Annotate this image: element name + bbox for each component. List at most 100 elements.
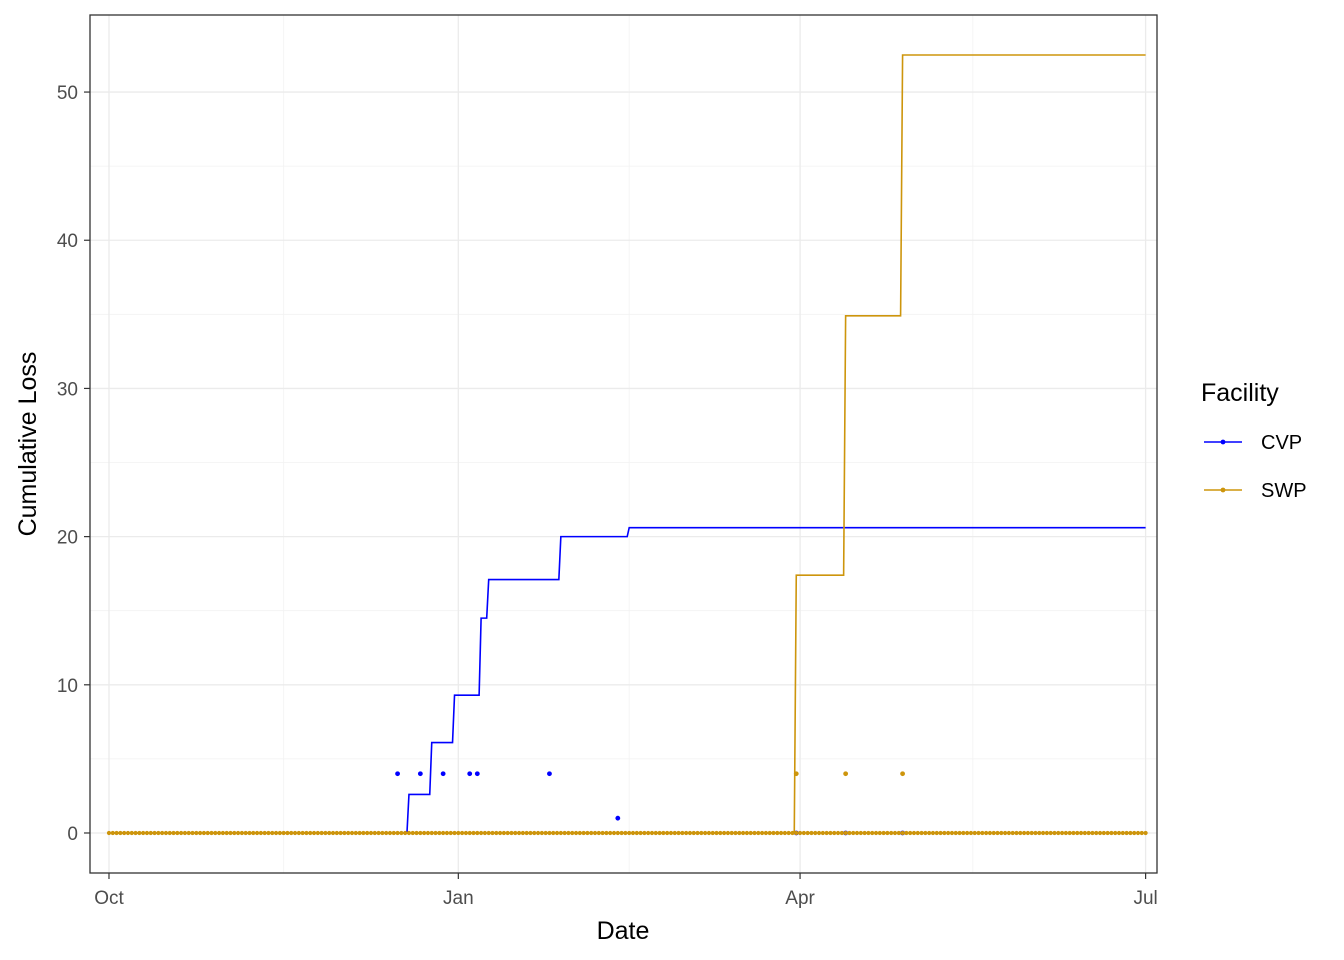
swp-point — [1094, 830, 1099, 836]
swp-point — [1097, 830, 1103, 836]
swp-point — [1025, 830, 1030, 836]
swp-point — [179, 830, 184, 836]
swp-point — [1075, 830, 1080, 836]
swp-point — [323, 830, 328, 836]
swp-point — [334, 830, 339, 836]
x-tick-label: Jan — [443, 888, 474, 909]
swp-point — [608, 830, 613, 836]
swp-point — [763, 830, 768, 836]
swp-point — [258, 830, 263, 836]
swp-point — [1113, 830, 1118, 836]
swp-point — [285, 830, 290, 836]
cvp-point — [395, 771, 400, 777]
swp-point — [524, 830, 529, 836]
swp-point — [911, 830, 917, 836]
swp-point — [1120, 830, 1125, 836]
swp-point — [824, 830, 829, 836]
swp-point — [668, 830, 674, 836]
legend-key-point — [1220, 487, 1226, 493]
swp-point — [1040, 830, 1046, 836]
swp-point — [1109, 830, 1114, 836]
swp-point — [592, 830, 598, 836]
swp-point — [156, 830, 161, 836]
swp-point — [1143, 830, 1148, 836]
swp-point — [999, 830, 1004, 836]
swp-point — [1056, 830, 1061, 836]
swp-point — [729, 830, 734, 836]
swp-point — [870, 830, 875, 836]
swp-point — [793, 771, 799, 777]
swp-point — [832, 830, 837, 836]
swp-point — [463, 830, 469, 836]
swp-point — [110, 830, 115, 836]
swp-point — [368, 830, 374, 836]
swp-point — [528, 830, 533, 836]
swp-point — [566, 830, 571, 836]
swp-point — [384, 830, 389, 836]
swp-point — [930, 830, 936, 836]
swp-point — [467, 830, 472, 836]
swp-point — [554, 830, 560, 836]
swp-point — [220, 830, 226, 836]
major-gridlines — [90, 15, 1157, 873]
swp-point — [718, 830, 723, 836]
swp-point — [144, 830, 150, 836]
swp-point — [224, 830, 229, 836]
swp-point — [372, 830, 377, 836]
swp-point — [847, 830, 852, 836]
swp-point — [957, 830, 962, 836]
swp-point — [338, 830, 343, 836]
swp-point — [885, 830, 890, 836]
swp-point — [547, 830, 552, 836]
swp-point — [205, 830, 210, 836]
swp-point — [953, 830, 958, 836]
swp-point — [634, 830, 639, 836]
swp-point — [604, 830, 609, 836]
swp-point — [501, 830, 506, 836]
swp-point — [106, 830, 112, 836]
cvp-point — [615, 815, 621, 821]
swp-point — [756, 830, 761, 836]
swp-point — [1105, 830, 1110, 836]
swp-point — [266, 830, 271, 836]
swp-point — [915, 830, 920, 836]
swp-point — [342, 830, 347, 836]
swp-point — [182, 830, 188, 836]
swp-point — [395, 830, 400, 836]
swp-point — [475, 830, 480, 836]
x-axis-title: Date — [597, 917, 650, 945]
swp-point — [213, 830, 218, 836]
swp-point — [357, 830, 362, 836]
legend-label-swp: SWP — [1261, 480, 1307, 502]
swp-point — [456, 830, 461, 836]
swp-point — [186, 830, 191, 836]
swp-point — [349, 830, 355, 836]
swp-point — [425, 830, 431, 836]
swp-point — [725, 830, 731, 836]
swp-point — [923, 830, 928, 836]
y-tick-label: 10 — [57, 676, 78, 697]
plot-background — [90, 15, 1157, 873]
swp-point — [399, 830, 404, 836]
swp-point — [741, 830, 746, 836]
swp-point — [505, 830, 510, 836]
swp-point — [376, 830, 381, 836]
swp-point — [877, 830, 882, 836]
swp-point — [646, 830, 651, 836]
swp-point — [217, 830, 222, 836]
swp-point — [596, 830, 601, 836]
swp-point — [570, 830, 575, 836]
swp-point — [163, 830, 169, 836]
legend-key-cvp — [1204, 439, 1242, 445]
swp-point — [122, 830, 127, 836]
swp-point — [1078, 830, 1084, 836]
swp-point — [1071, 830, 1076, 836]
swp-point — [657, 830, 662, 836]
cvp-point — [547, 771, 552, 777]
swp-point — [1090, 830, 1095, 836]
swp-point — [1018, 830, 1023, 836]
swp-point — [980, 830, 985, 836]
swp-point — [296, 830, 301, 836]
plot-panel-border — [89, 14, 1158, 874]
